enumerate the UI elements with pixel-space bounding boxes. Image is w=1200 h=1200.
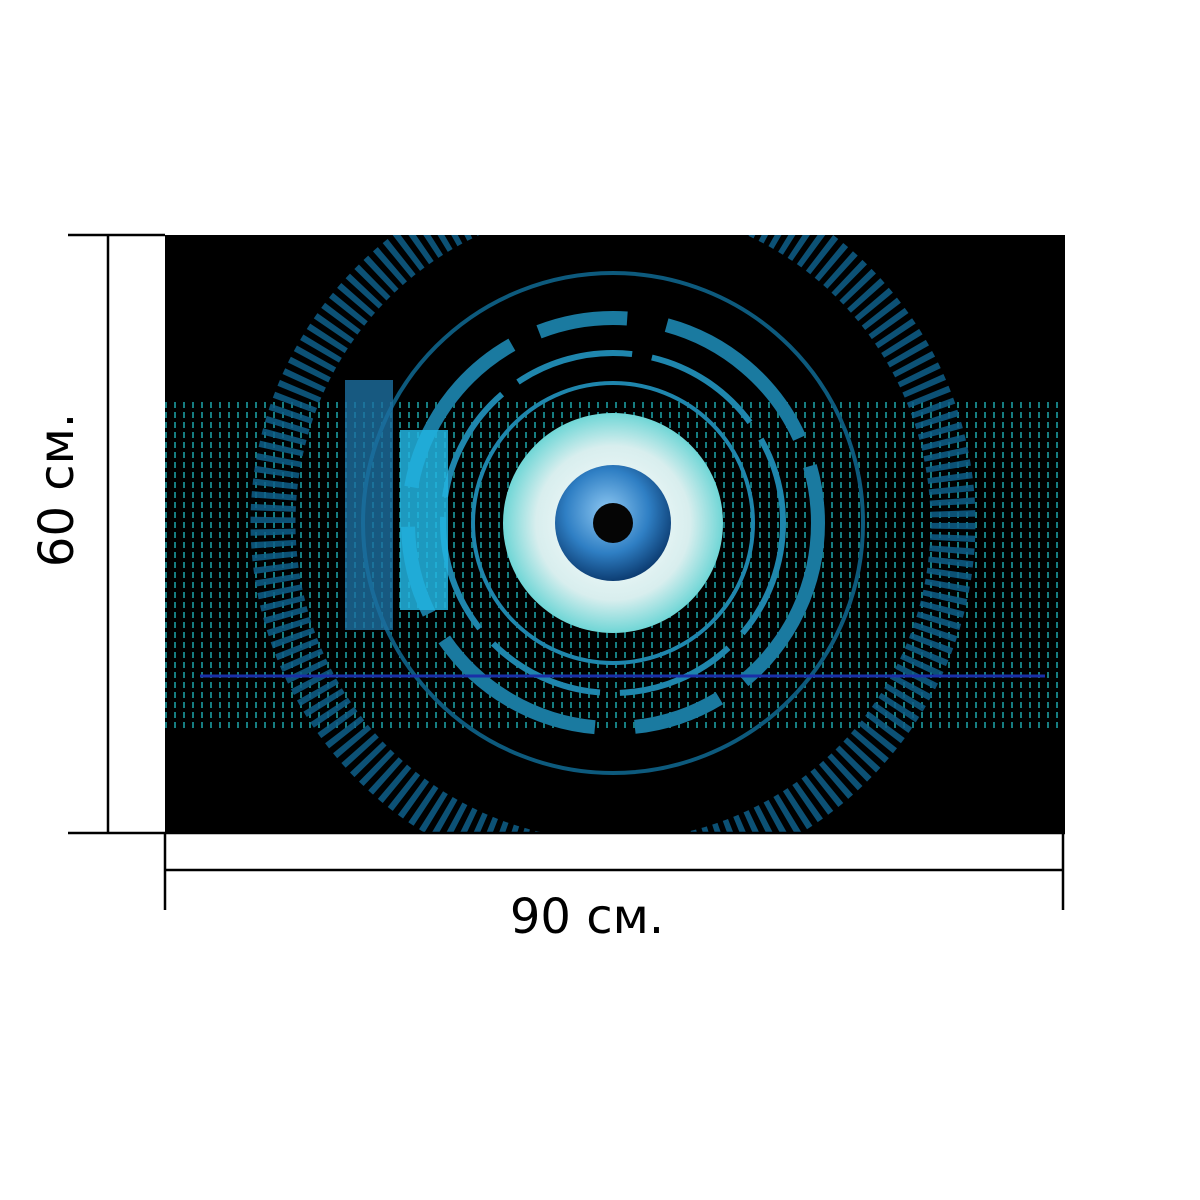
dimension-lines [68,233,1065,910]
height-label: 60 см. [29,413,85,567]
ring [401,311,825,735]
bar-block [345,380,393,630]
eye-pupil [593,503,633,543]
ring [471,381,755,665]
outer-ring [250,235,976,833]
bar-block [400,430,448,610]
artwork [165,235,1065,833]
width-label: 90 см. [510,889,664,945]
